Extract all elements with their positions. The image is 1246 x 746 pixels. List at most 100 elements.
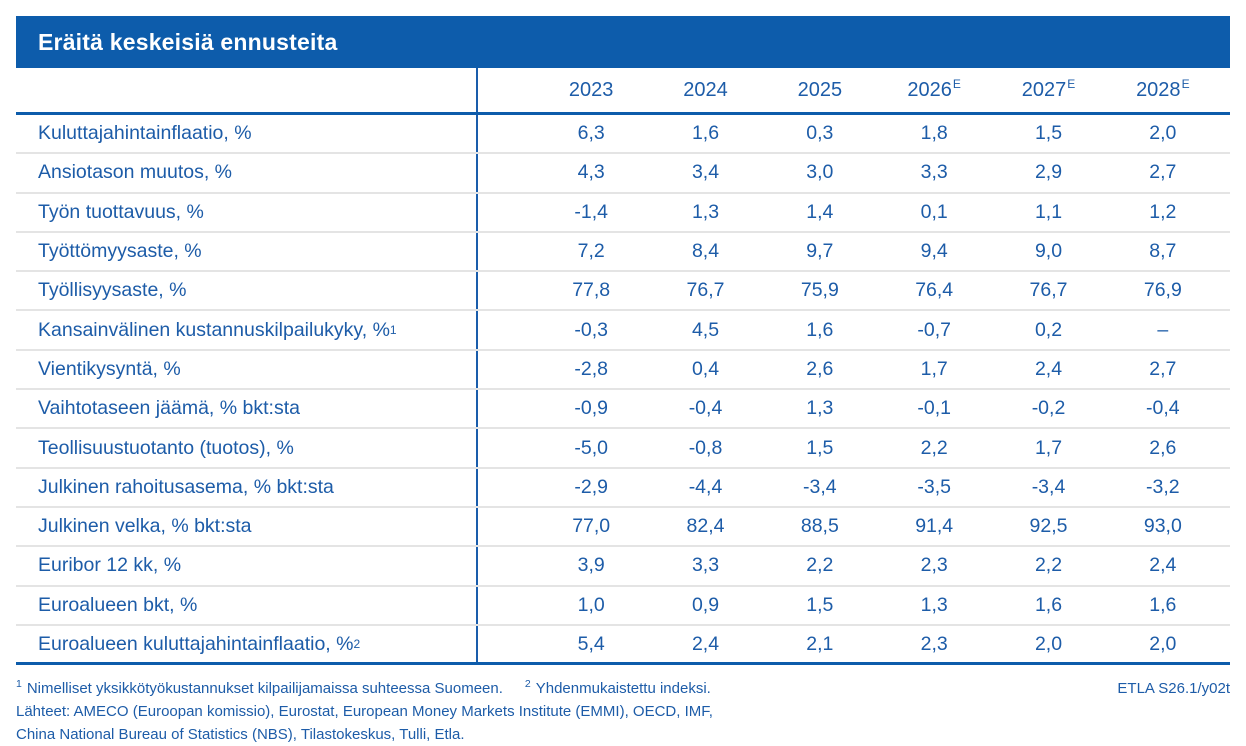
table-row: Teollisuustuotanto (tuotos), % -5,0 -0,8 1,… — [16, 429, 1230, 469]
row-values: 6,3 1,6 0,3 1,8 1,5 2,0 — [478, 115, 1230, 152]
cell-value: 88,5 — [800, 515, 839, 538]
cell-value: 9,4 — [920, 240, 948, 263]
cell-value: 1,6 — [1034, 593, 1063, 616]
row-values: 77,0 82,4 88,5 91,4 92,5 93,0 — [478, 508, 1230, 545]
row-label: Julkinen velka, % bkt:sta — [16, 507, 478, 546]
row-values: -0,9 -0,4 1,3 -0,1 -0,2 -0,4 — [478, 390, 1230, 427]
cell-value: -0,4 — [1146, 397, 1180, 420]
cell-value: 1,5 — [806, 593, 834, 616]
cell-value: 9,7 — [806, 240, 834, 263]
cell-value: 2,4 — [691, 632, 720, 655]
cell-value: -0,2 — [1031, 397, 1066, 420]
cell-value: 92,5 — [1029, 515, 1068, 538]
cell-value: 3,9 — [577, 554, 605, 577]
sources-line-1: Lähteet: AMECO (Euroopan komissio), Euro… — [16, 703, 713, 721]
footnote-2-marker: 2 — [524, 678, 531, 691]
cell-value: 8,7 — [1149, 240, 1177, 263]
cell-value: 2,2 — [1034, 554, 1063, 577]
cell-value: 3,0 — [806, 161, 834, 184]
cell-value: -0,9 — [574, 397, 608, 420]
year-column-header: 2026E — [907, 76, 961, 101]
cell-value: 2,4 — [1149, 554, 1177, 577]
footnote-1-marker: 1 — [16, 678, 22, 691]
cell-value: 2,1 — [806, 632, 834, 655]
cell-value: -5,0 — [574, 436, 608, 459]
row-label: Julkinen rahoitusasema, % bkt:sta — [16, 468, 478, 506]
row-values: -0,3 4,5 1,6 -0,7 0,2 – — [478, 311, 1230, 348]
table-row: Vaihtotaseen jäämä, % bkt:sta -0,9 -0,4 1,3… — [16, 390, 1230, 430]
year-column-header: 2028E — [1136, 76, 1190, 101]
cell-value: 1,7 — [1034, 436, 1063, 459]
cell-value: 0,9 — [691, 593, 720, 616]
cell-value: 2,3 — [920, 632, 948, 655]
row-label: Euroalueen kuluttajahintainflaatio, % 2 — [16, 625, 478, 663]
estimate-superscript: E — [952, 76, 961, 91]
cell-value: 6,3 — [577, 122, 605, 145]
cell-value: 9,0 — [1034, 240, 1063, 263]
cell-value: 8,4 — [691, 240, 720, 263]
cell-value: 76,7 — [686, 279, 725, 302]
cell-value: 2,6 — [1149, 436, 1177, 459]
cell-value: 1,4 — [806, 200, 834, 223]
table-row: Kansainvälinen kustannuskilpailukyky, % 1… — [16, 311, 1230, 351]
cell-value: 1,5 — [806, 436, 834, 459]
row-values: -1,4 1,3 1,4 0,1 1,1 1,2 — [478, 194, 1230, 231]
cell-value: 0,1 — [920, 200, 948, 223]
header-label-spacer — [16, 68, 478, 112]
cell-value: 1,6 — [806, 318, 834, 341]
table-row: Ansiotason muutos, % 4,3 3,4 3,0 3,3 2,9 2,7 — [16, 154, 1230, 194]
row-values: -2,8 0,4 2,6 1,7 2,4 2,7 — [478, 351, 1230, 388]
cell-value: 82,4 — [686, 515, 725, 538]
table-row: Julkinen velka, % bkt:sta 77,0 82,4 88,5 91,… — [16, 507, 1230, 548]
cell-value: 1,3 — [806, 397, 834, 420]
cell-value: 1,8 — [920, 122, 948, 145]
cell-value: 1,2 — [1149, 200, 1177, 223]
sources-line-2: China National Bureau of Statistics (NBS… — [16, 726, 465, 744]
table-title: Eräitä keskeisiä ennusteita — [38, 28, 338, 55]
estimate-superscript: E — [1067, 76, 1076, 91]
cell-value: 2,0 — [1149, 122, 1177, 145]
table-row: Julkinen rahoitusasema, % bkt:sta -2,9 -4,… — [16, 468, 1230, 508]
cell-value: 76,4 — [915, 279, 954, 302]
cell-value: 2,0 — [1149, 632, 1177, 655]
cell-value: 2,6 — [806, 357, 834, 380]
row-values: 1,0 0,9 1,5 1,3 1,6 1,6 — [478, 587, 1230, 624]
table-row: Työn tuottavuus, % -1,4 1,3 1,4 0,1 1,1 1,2 — [16, 193, 1230, 233]
cell-value: 1,1 — [1034, 200, 1063, 223]
cell-value: 76,7 — [1029, 279, 1068, 302]
table-body: Kuluttajahintainflaatio, % 6,3 1,6 0,3 1,8 1,… — [16, 115, 1230, 666]
forecast-table-panel: Eräitä keskeisiä ennusteita 2023 2024 2025… — [16, 16, 1230, 746]
row-label: Ansiotason muutos, % — [16, 154, 478, 192]
year-column-header: 2023 — [568, 78, 614, 101]
cell-value: 4,3 — [577, 161, 605, 184]
cell-value: -0,1 — [917, 397, 951, 420]
cell-value: 2,9 — [1034, 161, 1063, 184]
cell-value: 4,5 — [691, 318, 720, 341]
table-header-row: 2023 2024 2025 2026E 2027E 2028E — [16, 68, 1230, 115]
table-row: Työllisyysaste, % 77,8 76,7 75,9 76,4 76,7 76,… — [16, 272, 1230, 312]
row-label: Euribor 12 kk, % — [16, 547, 478, 585]
estimate-superscript: E — [1181, 76, 1190, 91]
cell-value: 1,5 — [1034, 122, 1063, 145]
year-column-header: 2027E — [1021, 76, 1076, 101]
row-label: Vientikysyntä, % — [16, 350, 478, 389]
source-code: ETLA S26.1/y02t — [1117, 680, 1230, 698]
row-values: -2,9 -4,4 -3,4 -3,5 -3,4 -3,2 — [478, 469, 1230, 506]
cell-value: 0,3 — [806, 122, 834, 145]
cell-value: 3,3 — [691, 554, 720, 577]
footnotes: 1 Nimelliset yksikkötyökustannukset kilpa… — [16, 677, 1230, 746]
row-values: 4,3 3,4 3,0 3,3 2,9 2,7 — [478, 154, 1230, 191]
table-row: Vientikysyntä, % -2,8 0,4 2,6 1,7 2,4 2,7 — [16, 350, 1230, 391]
cell-value: 93,0 — [1143, 515, 1182, 538]
row-values: 5,4 2,4 2,1 2,3 2,0 2,0 — [478, 626, 1230, 662]
cell-value: 3,4 — [691, 161, 720, 184]
year-column-header: 2024 — [683, 78, 728, 101]
cell-value: -0,4 — [688, 397, 723, 420]
cell-value: 0,4 — [691, 357, 720, 380]
cell-value: -2,9 — [574, 475, 608, 498]
footnote-1-text: Nimelliset yksikkötyökustannukset kilpai… — [26, 680, 503, 698]
table-title-bar: Eräitä keskeisiä ennusteita — [16, 16, 1230, 68]
cell-value: 2,0 — [1034, 632, 1063, 655]
cell-value: 7,2 — [577, 240, 605, 263]
row-label: Kansainvälinen kustannuskilpailukyky, % 1 — [16, 311, 478, 349]
